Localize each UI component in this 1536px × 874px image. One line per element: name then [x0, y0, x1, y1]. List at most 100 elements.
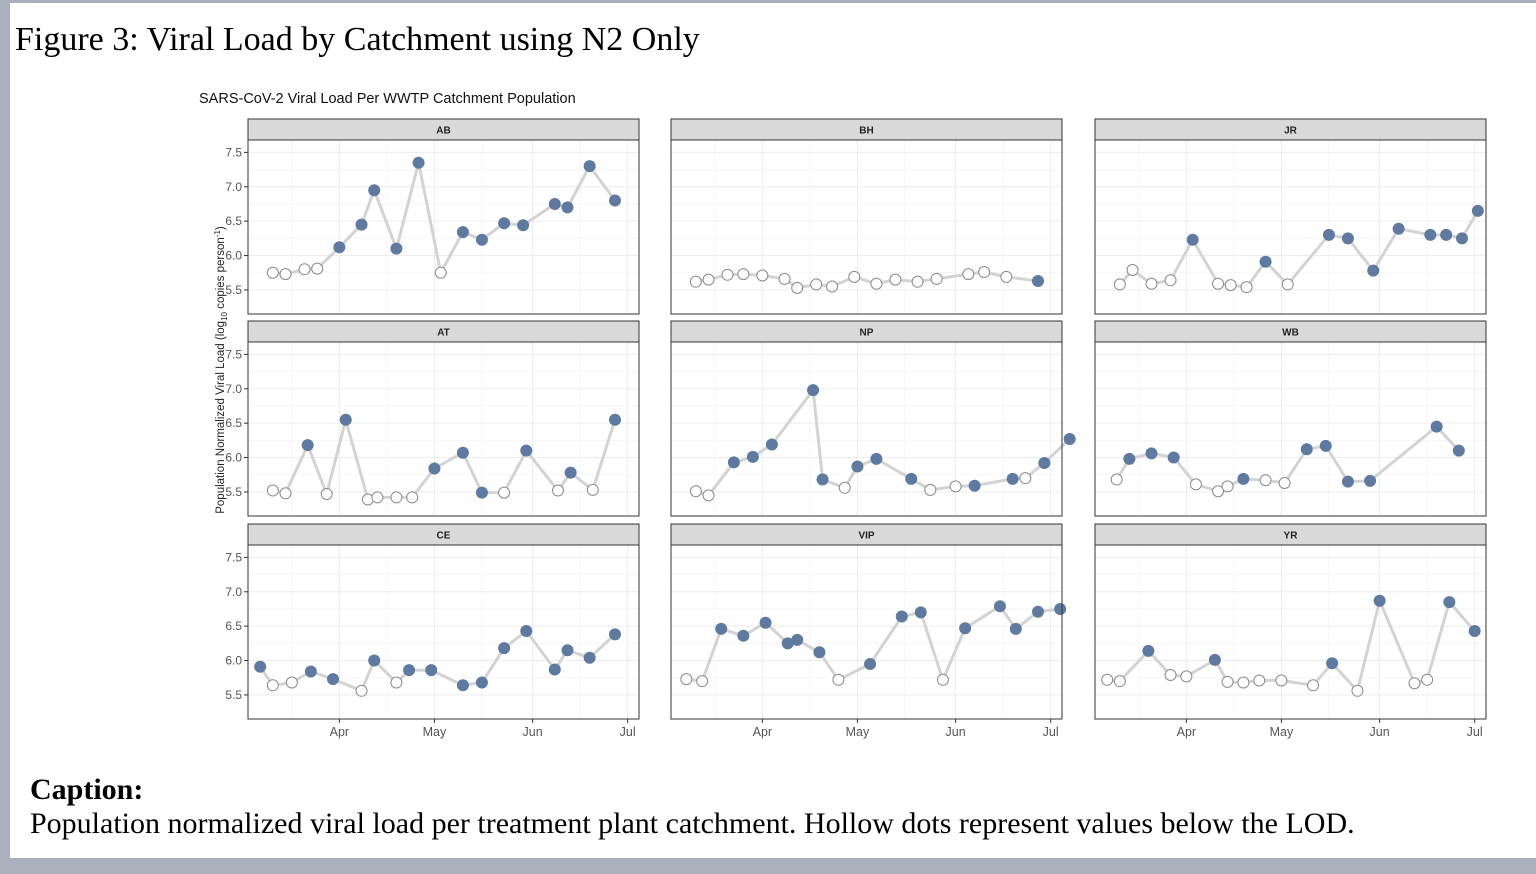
- facet-border: [670, 341, 1063, 517]
- y-tick-label: 6.5: [225, 416, 242, 430]
- facet-yr: YR Apr May Jun Jul: [1094, 523, 1487, 739]
- data-point-below-lod: [355, 684, 368, 697]
- data-point-above-lod: [1031, 274, 1044, 287]
- data-point-below-lod: [1281, 278, 1294, 291]
- data-point-above-lod: [895, 610, 908, 623]
- facet-plot-area: [248, 140, 639, 314]
- data-point-above-lod: [864, 657, 877, 670]
- facet-plot-area: [671, 342, 1062, 516]
- data-point-above-lod: [608, 628, 621, 641]
- x-tick-label: Apr: [753, 725, 772, 739]
- data-point-above-lod: [561, 201, 574, 214]
- facet-plot-area: [671, 140, 1062, 314]
- data-point-above-lod: [339, 413, 352, 426]
- facet-border: [1094, 341, 1487, 517]
- data-point-above-lod: [1322, 228, 1335, 241]
- data-point-above-lod: [564, 466, 577, 479]
- x-tick-label: Jul: [1467, 725, 1483, 739]
- data-point-above-lod: [1054, 602, 1067, 615]
- data-point-above-lod: [327, 673, 340, 686]
- data-point-below-lod: [870, 277, 883, 290]
- data-point-below-lod: [1221, 480, 1234, 493]
- x-tick-label: Jul: [1043, 725, 1059, 739]
- figure-page: Figure 3: Viral Load by Catchment using …: [10, 3, 1536, 858]
- data-point-below-lod: [298, 263, 311, 276]
- data-point-above-lod: [1186, 233, 1199, 246]
- data-point-below-lod: [279, 268, 292, 281]
- y-axis-label-part: Population Normalized Viral Load (log: [215, 321, 227, 514]
- data-point-above-lod: [428, 462, 441, 475]
- y-tick-label: 7.5: [225, 145, 242, 159]
- chart-title: SARS-CoV-2 Viral Load Per WWTP Catchment…: [199, 91, 576, 107]
- data-point-below-lod: [737, 268, 750, 281]
- facet-border: [670, 139, 1063, 315]
- data-point-above-lod: [1237, 472, 1250, 485]
- data-point-below-lod: [962, 268, 975, 281]
- data-point-below-lod: [810, 278, 823, 291]
- data-point-above-lod: [456, 446, 469, 459]
- data-point-below-lod: [936, 673, 949, 686]
- data-point-below-lod: [1145, 277, 1158, 290]
- data-point-above-lod: [1038, 457, 1051, 470]
- data-point-above-lod: [517, 219, 530, 232]
- data-point-below-lod: [702, 273, 715, 286]
- data-point-below-lod: [1000, 270, 1013, 283]
- x-tick-label: Apr: [1177, 725, 1196, 739]
- data-point-above-lod: [498, 642, 511, 655]
- data-point-above-lod: [727, 456, 740, 469]
- data-point-below-lod: [702, 489, 715, 502]
- data-point-below-lod: [551, 484, 564, 497]
- figure-title: Figure 3: Viral Load by Catchment using …: [15, 21, 700, 58]
- data-point-above-lod: [1468, 624, 1481, 637]
- data-point-above-lod: [813, 646, 826, 659]
- data-point-below-lod: [1307, 679, 1320, 692]
- data-point-above-lod: [1145, 447, 1158, 460]
- data-point-below-lod: [390, 491, 403, 504]
- data-point-above-lod: [403, 664, 416, 677]
- data-point-below-lod: [826, 280, 839, 293]
- data-point-above-lod: [851, 460, 864, 473]
- data-point-above-lod: [355, 218, 368, 231]
- data-point-above-lod: [1006, 472, 1019, 485]
- data-point-below-lod: [930, 272, 943, 285]
- data-point-above-lod: [1341, 232, 1354, 245]
- y-tick-label: 5.5: [225, 485, 242, 499]
- data-point-below-lod: [1126, 263, 1139, 276]
- y-tick-label: 7.5: [225, 550, 242, 564]
- data-point-above-lod: [781, 637, 794, 650]
- data-point-below-lod: [320, 487, 333, 500]
- y-tick-label: 6.0: [225, 249, 242, 263]
- data-point-below-lod: [1259, 474, 1272, 487]
- data-point-above-lod: [1259, 255, 1272, 268]
- data-point-above-lod: [905, 472, 918, 485]
- data-point-below-lod: [1212, 277, 1225, 290]
- data-point-above-lod: [715, 622, 728, 635]
- facet-border: [247, 544, 640, 720]
- facet-border: [1094, 139, 1487, 315]
- data-point-above-lod: [475, 486, 488, 499]
- data-point-above-lod: [759, 616, 772, 629]
- data-point-above-lod: [520, 624, 533, 637]
- x-tick-label: Apr: [330, 725, 349, 739]
- y-axis-label: Population Normalized Viral Load (log10 …: [213, 226, 229, 514]
- data-point-below-lod: [680, 673, 693, 686]
- data-point-above-lod: [1440, 228, 1453, 241]
- y-tick-label: 5.5: [225, 688, 242, 702]
- data-point-below-lod: [1113, 675, 1126, 688]
- facet-plot-area: [1095, 545, 1486, 719]
- facet-label: CE: [437, 531, 451, 542]
- data-point-below-lod: [978, 266, 991, 279]
- data-point-below-lod: [1408, 677, 1421, 690]
- data-point-above-lod: [1443, 596, 1456, 609]
- data-point-above-lod: [816, 473, 829, 486]
- data-point-above-lod: [959, 622, 972, 635]
- data-point-above-lod: [1424, 228, 1437, 241]
- data-point-below-lod: [279, 487, 292, 500]
- data-point-below-lod: [1278, 476, 1291, 489]
- facet-jr: JR: [1094, 118, 1487, 315]
- y-axis-label-part: 10: [220, 311, 229, 320]
- y-tick-label: 6.0: [225, 451, 242, 465]
- data-point-above-lod: [1208, 653, 1221, 666]
- data-point-below-lod: [756, 269, 769, 282]
- x-tick-label: May: [846, 725, 870, 739]
